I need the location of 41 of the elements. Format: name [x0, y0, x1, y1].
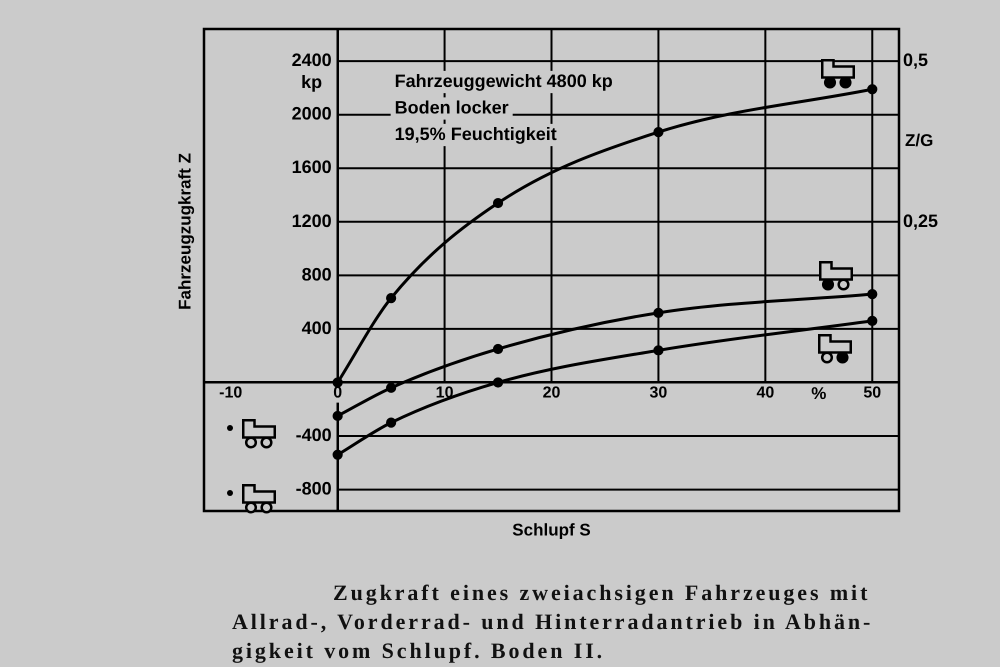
point	[867, 84, 878, 94]
y-tick-label: -400	[296, 424, 332, 445]
x-tick-label: 50	[863, 384, 882, 402]
point	[332, 410, 343, 422]
point	[867, 316, 878, 326]
point	[653, 308, 664, 318]
y-tick-label: 2000	[292, 104, 332, 124]
point	[653, 126, 664, 138]
point	[492, 344, 504, 354]
annotation: Boden locker	[394, 97, 509, 118]
point	[332, 377, 343, 388]
x-tick-label: 30	[650, 384, 668, 402]
point	[386, 382, 396, 393]
y2-tick-label: 0,5	[903, 50, 928, 70]
annotation: kp	[301, 72, 322, 92]
y-tick-label: 1200	[292, 210, 332, 231]
y2-tick-label: 0,25	[903, 210, 938, 231]
y-tick-label: 2400	[292, 50, 332, 70]
point	[492, 377, 504, 388]
annotation: Fahrzeuggewicht 4800 kp	[394, 70, 613, 91]
point	[386, 293, 396, 304]
y-tick-label: 1600	[292, 157, 332, 178]
y-tick-label: 800	[302, 264, 332, 284]
x-tick-label: 40	[756, 384, 774, 402]
y-axis-title: Fahrzeugzugkraft Z	[176, 153, 195, 310]
x-tick-label: 0	[333, 384, 342, 402]
point	[386, 418, 396, 428]
annotation: 19,5% Feuchtigkeit	[394, 124, 557, 144]
annotation: %	[811, 384, 826, 404]
x-axis-title: Schlupf S	[512, 520, 591, 540]
point	[492, 198, 504, 208]
y-tick-label: -800	[296, 478, 332, 499]
y2-axis-title: Z/G	[905, 131, 934, 150]
y-tick-label: 400	[302, 318, 332, 338]
x-tick-label: 20	[542, 384, 560, 402]
text: Zugkraft eines zweiachsigen Fahrzeuges mit Allrad-, Vorderrad- und Hinterradantrieb in Abhän- gigkeit vom Schlupf. Boden II.	[232, 579, 874, 665]
point	[653, 345, 664, 356]
x-tick-label: -10	[219, 384, 242, 402]
point	[332, 450, 343, 460]
x-tick-label: 10	[436, 384, 454, 402]
point	[867, 289, 878, 300]
